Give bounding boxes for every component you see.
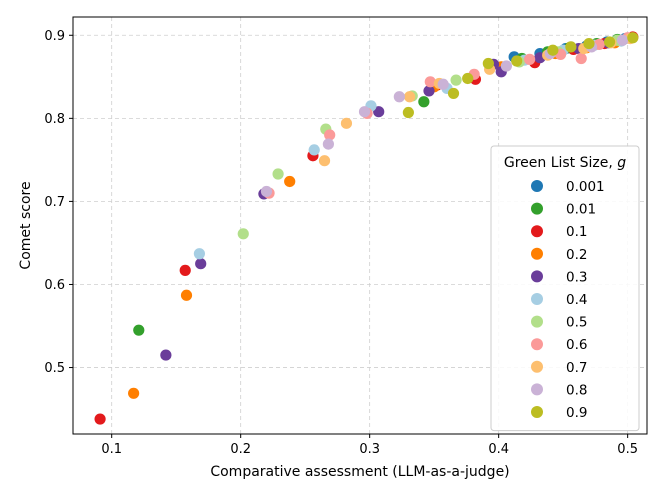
- data-point-0.9: [547, 44, 559, 56]
- x-tick-label: 0.4: [488, 442, 509, 457]
- legend-label: 0.001: [566, 179, 605, 195]
- legend-title-text: Green List Size,: [504, 155, 617, 171]
- legend-label: 0.01: [566, 202, 596, 218]
- legend-item-0.5: 0.5: [531, 315, 587, 331]
- x-tick-label: 0.3: [359, 442, 380, 457]
- x-tick-label: 0.1: [101, 442, 122, 457]
- data-point-0.6: [424, 76, 436, 88]
- x-axis-label: Comparative assessment (LLM-as-a-judge): [210, 464, 509, 480]
- data-point-0.3: [195, 258, 207, 270]
- data-point-0.5: [272, 168, 284, 180]
- legend-marker: [531, 270, 543, 283]
- data-point-0.5: [237, 228, 249, 240]
- y-tick-label: 0.6: [44, 278, 65, 293]
- data-point-0.4: [193, 248, 206, 260]
- legend-title: Green List Size, g: [504, 155, 626, 171]
- legend-label: 0.3: [566, 269, 587, 285]
- legend-item-0.01: 0.01: [531, 202, 596, 218]
- legend-item-0.6: 0.6: [531, 337, 587, 353]
- data-point-0.8: [437, 78, 449, 90]
- data-point-0.4: [308, 144, 320, 156]
- legend-marker: [531, 225, 543, 238]
- data-point-0.3: [160, 349, 172, 361]
- legend-item-0.3: 0.3: [531, 269, 587, 285]
- data-point-0.8: [260, 185, 273, 198]
- data-point-0.9: [583, 37, 595, 50]
- data-point-0.8: [322, 138, 334, 150]
- legend-item-0.7: 0.7: [531, 360, 587, 376]
- legend-label: 0.7: [566, 360, 587, 376]
- legend-label: 0.8: [566, 382, 587, 398]
- data-point-0.1: [94, 413, 106, 425]
- legend: Green List Size, g 0.001 0.01 0.1 0.2 0.3 0.4…: [490, 145, 640, 432]
- data-point-0.2: [128, 387, 140, 399]
- data-point-0.7: [340, 117, 353, 129]
- legend-marker: [531, 293, 543, 305]
- data-point-0.9: [482, 57, 494, 70]
- legend-label: 0.5: [566, 315, 587, 331]
- data-point-0.3: [423, 85, 435, 97]
- y-tick-label: 0.9: [44, 29, 65, 44]
- legend-marker: [531, 406, 543, 418]
- legend-item-0.9: 0.9: [531, 405, 587, 421]
- data-point-0.7: [318, 155, 331, 167]
- legend-marker: [531, 338, 543, 351]
- data-point-0.6: [575, 52, 587, 65]
- legend-item-0.1: 0.1: [531, 224, 587, 240]
- legend-item-0.001: 0.001: [531, 179, 605, 195]
- legend-marker: [531, 180, 543, 192]
- data-point-0.9: [565, 41, 577, 53]
- y-tick-label: 0.7: [44, 195, 65, 210]
- data-point-0.6: [324, 129, 336, 141]
- legend-item-0.4: 0.4: [531, 292, 587, 308]
- legend-box: [490, 145, 640, 432]
- x-axis-ticks: 0.1 0.2 0.3 0.4 0.5: [101, 434, 638, 457]
- data-point-0.8: [616, 34, 629, 46]
- data-point-0.7: [404, 91, 416, 103]
- y-axis-label: Comet score: [18, 181, 34, 269]
- data-point-0.1: [179, 264, 191, 276]
- legend-label: 0.1: [566, 224, 587, 240]
- legend-item-0.8: 0.8: [531, 382, 587, 398]
- data-point-0.6: [524, 53, 536, 65]
- legend-label: 0.4: [566, 292, 587, 308]
- legend-label: 0.9: [566, 405, 587, 421]
- data-point-0.5: [450, 74, 462, 86]
- data-point-0.8: [393, 91, 405, 103]
- legend-label: 0.2: [566, 247, 587, 263]
- legend-marker: [531, 315, 543, 328]
- x-tick-label: 0.2: [230, 442, 251, 457]
- legend-marker: [531, 202, 543, 215]
- data-point-0.9: [511, 55, 523, 67]
- data-point-0.3: [373, 106, 385, 118]
- legend-item-0.2: 0.2: [531, 247, 587, 263]
- data-point-0.9: [447, 87, 460, 100]
- legend-marker: [531, 383, 543, 396]
- legend-marker: [531, 247, 543, 260]
- data-point-0.9: [603, 36, 616, 48]
- data-point-0.2: [284, 175, 296, 188]
- data-point-0.2: [180, 289, 193, 301]
- data-points: [94, 31, 639, 425]
- legend-items: 0.001 0.01 0.1 0.2 0.3 0.4 0.5 0.6 0.7 0.8 0.9: [531, 179, 605, 421]
- y-tick-label: 0.5: [44, 361, 65, 376]
- data-point-0.01: [133, 324, 145, 336]
- data-point-0.9: [462, 72, 474, 85]
- data-point-0.01: [418, 96, 430, 108]
- legend-marker: [531, 360, 543, 373]
- legend-label: 0.6: [566, 337, 587, 353]
- data-point-0.9: [402, 106, 414, 119]
- data-point-0.9: [627, 32, 639, 44]
- data-point-0.8: [500, 60, 513, 72]
- x-tick-label: 0.5: [617, 442, 638, 457]
- y-tick-label: 0.8: [44, 112, 65, 127]
- plot-frame: [72, 16, 648, 435]
- y-axis-ticks: 0.5 0.6 0.7 0.8 0.9: [44, 29, 73, 376]
- data-point-0.8: [358, 106, 371, 118]
- legend-title-variable: g: [617, 155, 626, 171]
